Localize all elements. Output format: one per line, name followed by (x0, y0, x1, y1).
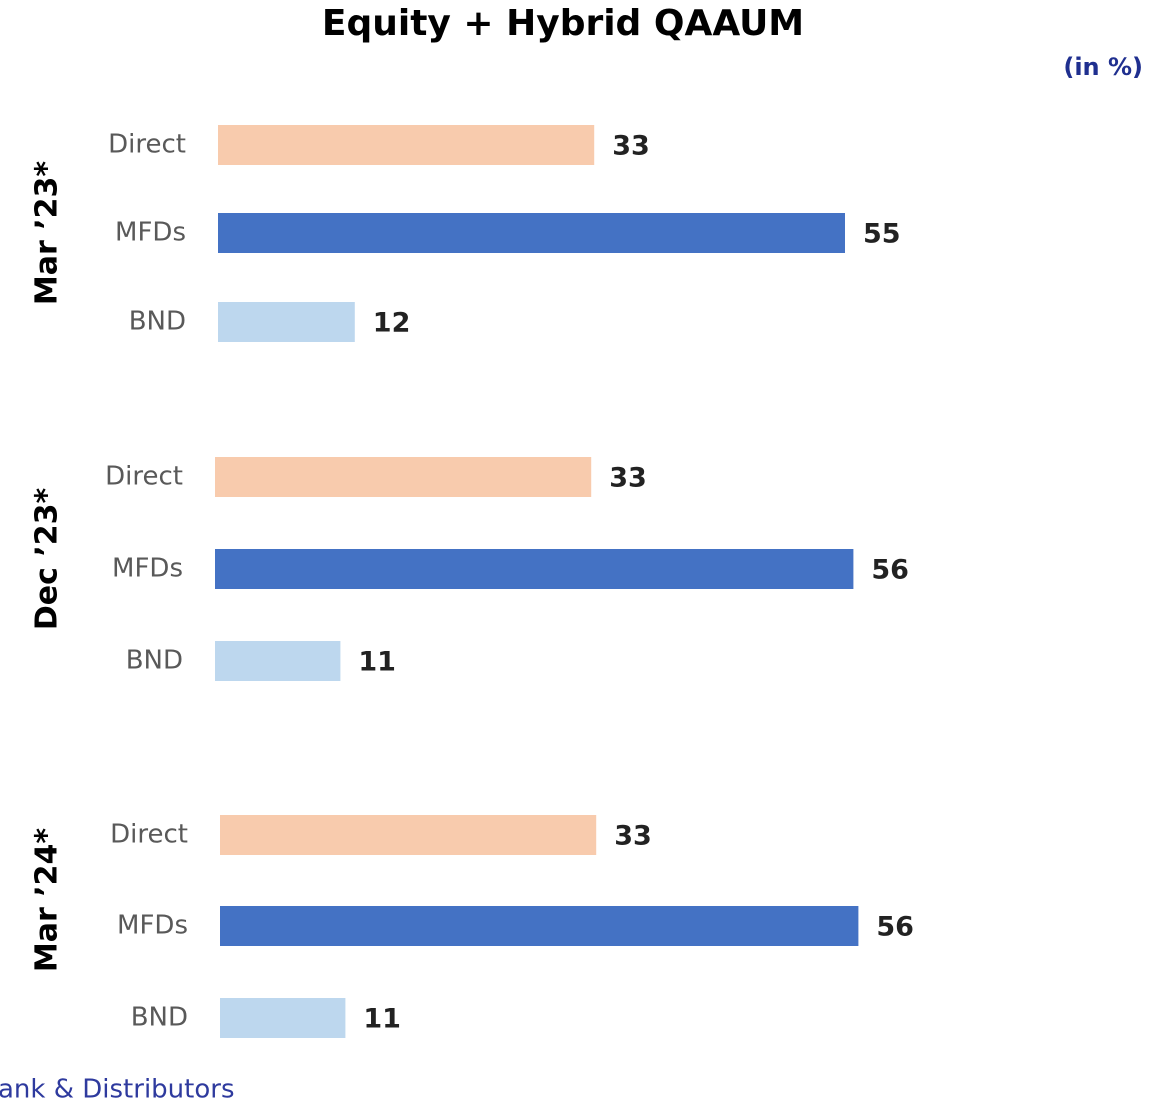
value-label: 33 (609, 463, 647, 494)
value-label: 33 (614, 821, 652, 852)
chart-title: Equity + Hybrid QAAUM (322, 3, 804, 44)
value-label: 56 (871, 555, 909, 586)
value-label: 55 (863, 219, 901, 250)
category-label: Direct (108, 130, 186, 160)
category-label: BND (131, 1003, 188, 1033)
category-label: MFDs (115, 218, 186, 248)
bar (220, 815, 597, 855)
category-label: BND (126, 646, 183, 676)
bar (218, 302, 355, 342)
value-label: 11 (358, 647, 396, 678)
bar (215, 457, 592, 497)
category-label: BND (129, 307, 186, 337)
footer: ank & Distributors (0, 1075, 235, 1105)
group-label: Mar ’23* (30, 161, 65, 305)
group-label: Dec ’23* (30, 488, 65, 631)
bar (215, 641, 341, 681)
bar (218, 125, 595, 165)
bar (220, 998, 346, 1038)
bar (220, 906, 859, 946)
bar (218, 213, 845, 253)
category-label: MFDs (112, 554, 183, 584)
value-label: 11 (363, 1004, 401, 1035)
category-label: Direct (105, 462, 183, 492)
group-label: Mar ’24* (30, 828, 65, 972)
value-label: 12 (373, 308, 411, 339)
category-label: Direct (110, 820, 188, 850)
unit-note: (in %) (1063, 53, 1143, 81)
value-label: 33 (612, 131, 650, 162)
category-label: MFDs (117, 911, 188, 941)
bar (215, 549, 854, 589)
value-label: 56 (876, 912, 914, 943)
